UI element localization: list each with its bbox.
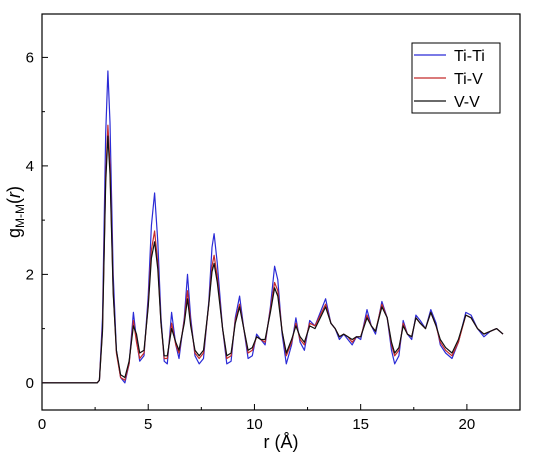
x-tick-label-10: 10	[246, 416, 263, 433]
legend-label-ti-ti: Ti-Ti	[454, 48, 485, 65]
series-line-v-v	[42, 135, 504, 384]
y-tick-label-4: 4	[26, 158, 34, 175]
legend: Ti-Ti Ti-V V-V	[411, 42, 501, 114]
plot-frame	[41, 13, 521, 411]
x-tick-label-15: 15	[352, 416, 369, 433]
legend-label-ti-v: Ti-V	[454, 71, 483, 88]
y-tick-label-0: 0	[26, 375, 34, 392]
x-axis-title: r (Å)	[264, 432, 299, 452]
y-axis-title: gM-M(r)	[4, 186, 27, 238]
series-layer	[42, 70, 504, 384]
x-tick-label-20: 20	[459, 416, 476, 433]
x-tick-label-5: 5	[144, 416, 152, 433]
y-axis: 0 2 4 6	[26, 49, 48, 392]
y-tick-label-6: 6	[26, 49, 34, 66]
x-tick-label-0: 0	[38, 416, 46, 433]
legend-label-v-v: V-V	[454, 94, 480, 111]
x-axis: 0 5 10 15 20	[38, 404, 475, 433]
y-tick-label-2: 2	[26, 266, 34, 283]
